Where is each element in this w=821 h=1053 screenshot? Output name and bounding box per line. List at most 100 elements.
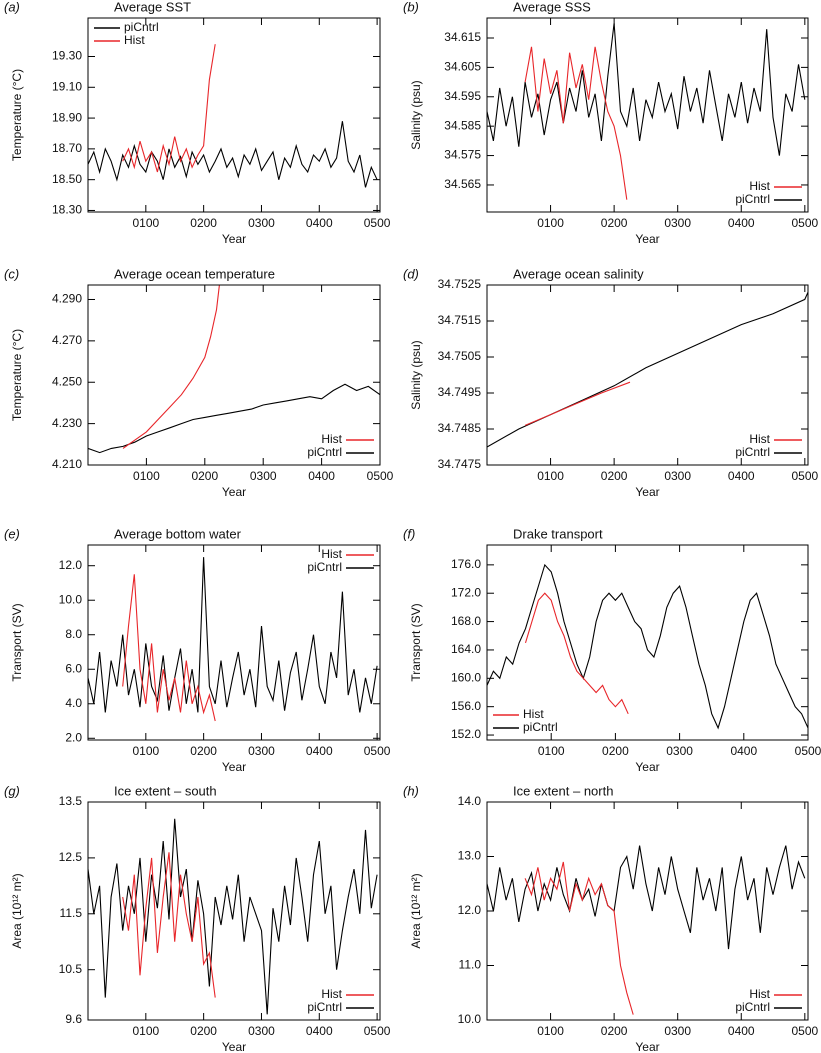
legend-label: Hist [321, 547, 342, 561]
x-tick-label: 0200 [190, 1024, 217, 1038]
panel: (d) Average ocean salinity Salinity (psu) Y… [403, 266, 818, 499]
chart-title: Average bottom water [114, 526, 242, 541]
y-tick-label: 18.30 [52, 203, 82, 217]
y-tick-label: 14.0 [458, 794, 482, 808]
series-line [487, 23, 806, 156]
chart-title: Ice extent – south [114, 783, 217, 798]
x-axis-label: Year [635, 485, 659, 499]
chart-title: Average ocean salinity [513, 266, 644, 281]
y-tick-label: 34.575 [444, 148, 481, 162]
y-tick-label: 2.0 [65, 730, 82, 744]
x-tick-label: 0400 [730, 744, 757, 758]
x-tick-label: 0100 [132, 216, 159, 230]
x-tick-label: 0200 [190, 216, 217, 230]
y-tick-label: 152.0 [451, 727, 481, 741]
y-tick-label: 10.0 [59, 592, 83, 606]
panel: (a) Average SST Temperature (°C) Year 0100 02… [4, 0, 391, 246]
panel-label: (d) [403, 266, 419, 281]
plot-frame [486, 801, 809, 1021]
legend-label: piCntrl [307, 560, 342, 574]
y-tick-label: 10.0 [458, 1012, 482, 1026]
y-tick-label: 34.565 [444, 177, 481, 191]
x-tick-label: 0200 [601, 1024, 628, 1038]
panel-label: (f) [403, 526, 415, 541]
x-tick-label: 0500 [364, 216, 391, 230]
panel: (e) Average bottom water Transport (SV) Yea… [4, 526, 391, 774]
x-tick-label: 0400 [728, 216, 755, 230]
legend-label: Hist [523, 707, 544, 721]
y-tick-label: 34.605 [444, 60, 481, 74]
y-tick-label: 8.0 [65, 627, 82, 641]
x-tick-label: 0400 [728, 1024, 755, 1038]
y-axis-label: Temperature (°C) [10, 329, 24, 421]
y-axis-label: Salinity (psu) [409, 80, 423, 149]
y-axis-label: Area (10¹² m²) [409, 873, 423, 948]
legend-label: piCntrl [124, 20, 159, 34]
chart-title: Average SST [114, 0, 191, 14]
legend-label: Hist [321, 987, 342, 1001]
panel-label: (a) [4, 0, 20, 14]
x-tick-label: 0100 [537, 216, 564, 230]
x-tick-label: 0500 [791, 469, 818, 483]
y-axis-label: Area (10¹² m²) [10, 873, 24, 948]
x-tick-label: 0100 [132, 1024, 159, 1038]
x-tick-label: 0300 [248, 744, 275, 758]
y-tick-label: 34.7485 [438, 421, 482, 435]
x-axis-label: Year [635, 1040, 659, 1053]
x-tick-label: 0100 [537, 1024, 564, 1038]
x-axis-label: Year [222, 485, 246, 499]
x-tick-label: 0400 [728, 469, 755, 483]
panel: (h) Ice extent – north Area (10¹² m²) Year 0… [403, 783, 818, 1053]
y-tick-label: 12.5 [59, 850, 83, 864]
panel-label: (h) [403, 783, 419, 798]
x-tick-label: 0100 [133, 469, 160, 483]
x-tick-label: 0300 [664, 216, 691, 230]
y-tick-label: 18.90 [52, 110, 82, 124]
legend-label: Hist [124, 33, 145, 47]
y-tick-label: 9.6 [65, 1012, 82, 1026]
panel-label: (c) [4, 266, 19, 281]
y-tick-label: 4.230 [52, 416, 82, 430]
series-line [524, 592, 629, 715]
y-tick-label: 34.585 [444, 118, 481, 132]
plot-frame [87, 801, 381, 1021]
y-tick-label: 18.70 [52, 141, 82, 155]
x-tick-label: 0100 [538, 744, 565, 758]
x-axis-label: Year [222, 1040, 246, 1053]
y-tick-label: 11.0 [459, 958, 482, 972]
legend-label: Hist [749, 432, 770, 446]
x-tick-label: 0300 [664, 1024, 691, 1038]
series-line [88, 383, 380, 454]
y-tick-label: 4.290 [52, 292, 82, 306]
series-line [487, 563, 808, 730]
x-tick-label: 0300 [664, 469, 691, 483]
x-tick-label: 0300 [250, 469, 277, 483]
panel-label: (b) [403, 0, 419, 14]
x-tick-label: 0200 [602, 744, 629, 758]
y-tick-label: 4.250 [52, 374, 82, 388]
y-tick-label: 12.0 [458, 903, 482, 917]
y-tick-label: 34.615 [444, 30, 481, 44]
panel: (b) Average SSS Salinity (psu) Year 0100 0200… [403, 0, 818, 246]
y-axis-label: Temperature (°C) [10, 69, 24, 161]
series-line [88, 557, 378, 713]
x-tick-label: 0400 [306, 1024, 333, 1038]
x-axis-label: Year [222, 760, 246, 774]
y-tick-label: 34.7495 [438, 385, 482, 399]
y-tick-label: 13.0 [458, 849, 482, 863]
y-tick-label: 10.5 [59, 962, 83, 976]
x-tick-label: 0500 [791, 1024, 818, 1038]
y-tick-label: 160.0 [451, 670, 481, 684]
panel: (f) Drake transport Transport (SV) Year 0100… [403, 526, 821, 774]
plot-frame [486, 17, 809, 213]
series-line [122, 44, 216, 173]
legend-label: Hist [321, 432, 342, 446]
legend-label: piCntrl [307, 445, 342, 459]
chart-title: Average ocean temperature [114, 266, 275, 281]
legend-label: Hist [749, 179, 770, 193]
series-line [487, 845, 806, 950]
legend-label: piCntrl [307, 1000, 342, 1014]
x-tick-label: 0300 [248, 216, 275, 230]
y-axis-label: Salinity (psu) [409, 340, 423, 409]
